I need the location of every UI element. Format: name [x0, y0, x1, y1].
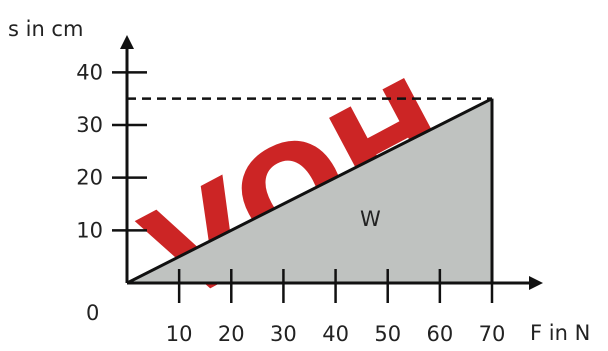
x-tick-label: 70: [479, 322, 506, 346]
x-tick-label: 20: [218, 322, 245, 346]
origin-label: 0: [86, 301, 99, 325]
y-axis-label: s in cm: [8, 17, 83, 41]
x-tick-label: 50: [374, 322, 401, 346]
series-line: [126, 97, 493, 285]
x-tick-label: 30: [270, 322, 297, 346]
x-tick-label: 60: [426, 322, 453, 346]
region-label: W: [360, 207, 381, 231]
axis-ticks: 10 20 30 40 50 60 70 10 20 30 40: [76, 60, 505, 346]
y-tick-label: 10: [76, 218, 103, 242]
x-tick-label: 40: [322, 322, 349, 346]
x-axis-label: F in N: [530, 321, 590, 345]
x-tick-label: 10: [166, 322, 193, 346]
y-tick-label: 40: [76, 60, 103, 84]
y-tick-label: 30: [76, 113, 103, 137]
y-tick-label: 20: [76, 166, 103, 190]
